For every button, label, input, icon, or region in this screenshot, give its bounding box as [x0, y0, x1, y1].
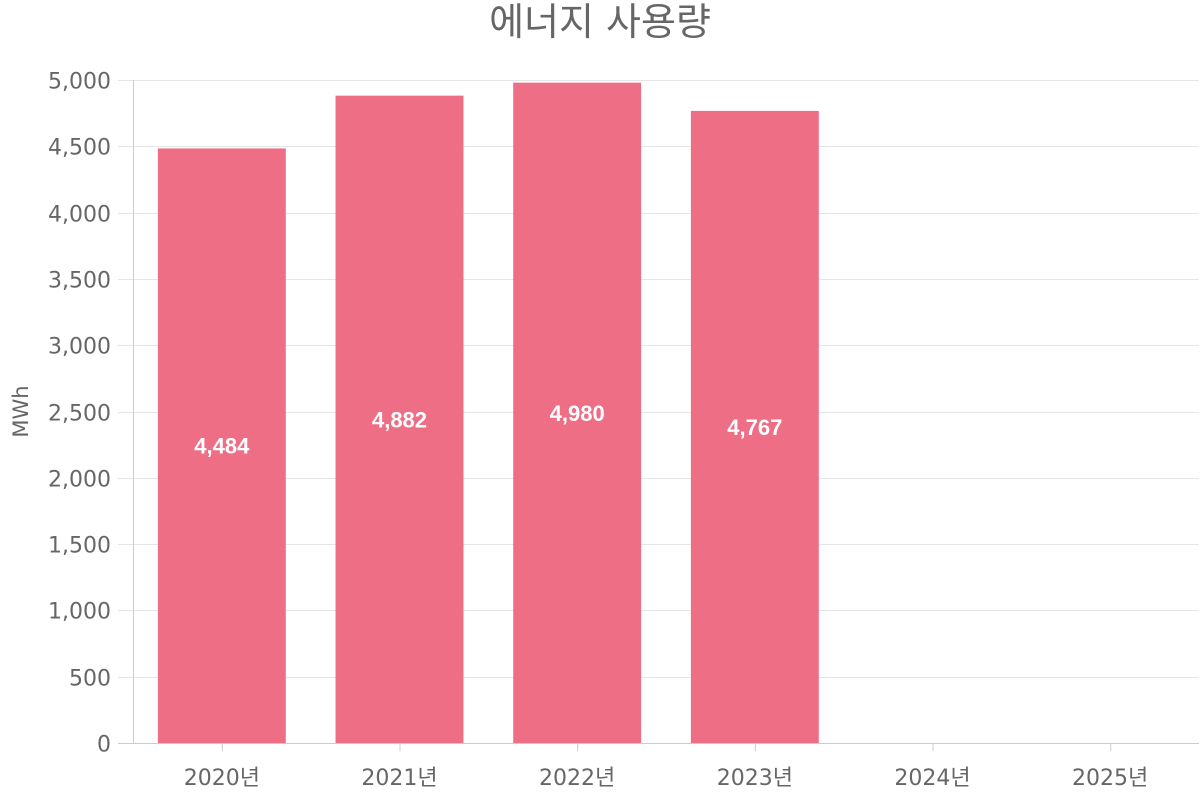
grid-lines: [118, 80, 1199, 678]
bar[interactable]: [690, 110, 819, 743]
bar[interactable]: [157, 148, 286, 743]
y-tick-label: 3,500: [48, 269, 111, 294]
y-tick-label: 1,000: [48, 600, 111, 625]
axes: [118, 80, 1199, 751]
bar-data-label: 4,484: [194, 434, 250, 459]
labels: 0 500 1,000 1,500 2,000 2,500 3,000 3,500 4,000 4…: [9, 70, 1148, 792]
y-tick-label: 5,000: [48, 70, 111, 95]
bar-data-label: 4,882: [372, 407, 427, 432]
chart-title: 에너지 사용량: [489, 0, 711, 44]
x-tick-label: 2020년: [184, 766, 260, 791]
x-tick-label: 2025년: [1072, 766, 1148, 791]
y-axis-title: MWh: [9, 385, 33, 437]
y-tick-label: 2,500: [48, 402, 111, 427]
y-tick-label: 0: [97, 733, 111, 758]
x-tick-label: 2024년: [894, 766, 970, 791]
y-tick-label: 1,500: [48, 534, 111, 559]
x-tick-label: 2021년: [361, 766, 437, 791]
y-tick-label: 4,500: [48, 136, 111, 161]
x-tick-label: 2022년: [539, 766, 615, 791]
y-tick-label: 500: [69, 667, 111, 692]
y-tick-label: 3,000: [48, 335, 111, 360]
y-tick-label: 4,000: [48, 203, 111, 228]
bar-data-label: 4,980: [550, 401, 605, 426]
bar[interactable]: [513, 82, 642, 744]
x-tick-label: 2023년: [717, 766, 793, 791]
bar-data-label: 4,767: [727, 415, 782, 440]
bar[interactable]: [335, 95, 464, 744]
bars: [157, 82, 819, 744]
y-tick-label: 2,000: [48, 468, 111, 493]
